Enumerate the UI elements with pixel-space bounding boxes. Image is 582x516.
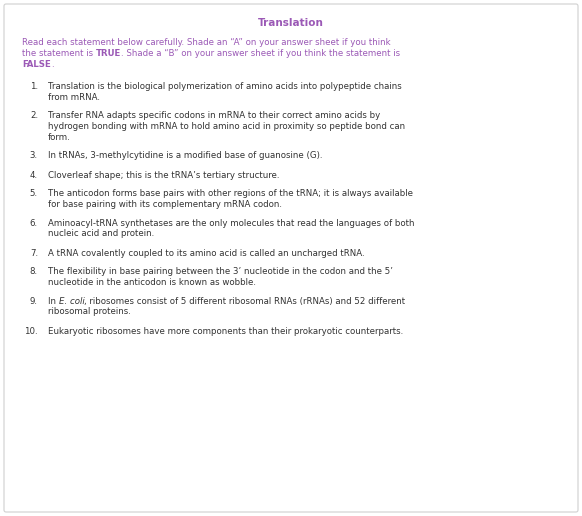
- Text: ribosomal proteins.: ribosomal proteins.: [48, 308, 131, 316]
- Text: Aminoacyl-tRNA synthetases are the only molecules that read the languages of bot: Aminoacyl-tRNA synthetases are the only …: [48, 219, 414, 228]
- Text: TRUE: TRUE: [96, 49, 121, 58]
- FancyBboxPatch shape: [4, 4, 578, 512]
- Text: , ribosomes consist of 5 different ribosomal RNAs (rRNAs) and 52 different: , ribosomes consist of 5 different ribos…: [84, 297, 406, 306]
- Text: Transfer RNA adapts specific codons in mRNA to their correct amino acids by: Transfer RNA adapts specific codons in m…: [48, 111, 380, 121]
- Text: 5.: 5.: [30, 189, 38, 199]
- Text: 7.: 7.: [30, 249, 38, 257]
- Text: The anticodon forms base pairs with other regions of the tRNA; it is always avai: The anticodon forms base pairs with othe…: [48, 189, 413, 199]
- Text: In tRNAs, 3-methylcytidine is a modified base of guanosine (G).: In tRNAs, 3-methylcytidine is a modified…: [48, 152, 322, 160]
- Text: form.: form.: [48, 133, 71, 141]
- Text: Read each statement below carefully. Shade an “A” on your answer sheet if you th: Read each statement below carefully. Sha…: [22, 38, 391, 47]
- Text: E. coli: E. coli: [59, 297, 84, 306]
- Text: In: In: [48, 297, 59, 306]
- Text: 1.: 1.: [30, 82, 38, 91]
- Text: .: .: [51, 60, 54, 69]
- Text: A tRNA covalently coupled to its amino acid is called an uncharged tRNA.: A tRNA covalently coupled to its amino a…: [48, 249, 365, 257]
- Text: 9.: 9.: [30, 297, 38, 306]
- Text: 6.: 6.: [30, 219, 38, 228]
- Text: Cloverleaf shape; this is the tRNA’s tertiary structure.: Cloverleaf shape; this is the tRNA’s ter…: [48, 170, 279, 180]
- Text: Translation: Translation: [258, 18, 324, 28]
- Text: 8.: 8.: [30, 267, 38, 277]
- Text: the statement is: the statement is: [22, 49, 96, 58]
- Text: 10.: 10.: [24, 327, 38, 335]
- Text: Translation is the biological polymerization of amino acids into polypeptide cha: Translation is the biological polymeriza…: [48, 82, 402, 91]
- Text: 4.: 4.: [30, 170, 38, 180]
- Text: 3.: 3.: [30, 152, 38, 160]
- Text: nucleotide in the anticodon is known as wobble.: nucleotide in the anticodon is known as …: [48, 278, 256, 287]
- Text: . Shade a “B” on your answer sheet if you think the statement is: . Shade a “B” on your answer sheet if yo…: [121, 49, 400, 58]
- Text: from mRNA.: from mRNA.: [48, 92, 100, 102]
- Text: hydrogen bonding with mRNA to hold amino acid in proximity so peptide bond can: hydrogen bonding with mRNA to hold amino…: [48, 122, 405, 131]
- Text: for base pairing with its complementary mRNA codon.: for base pairing with its complementary …: [48, 200, 282, 209]
- Text: nucleic acid and protein.: nucleic acid and protein.: [48, 230, 154, 238]
- Text: FALSE: FALSE: [22, 60, 51, 69]
- Text: Eukaryotic ribosomes have more components than their prokaryotic counterparts.: Eukaryotic ribosomes have more component…: [48, 327, 403, 335]
- Text: The flexibility in base pairing between the 3’ nucleotide in the codon and the 5: The flexibility in base pairing between …: [48, 267, 393, 277]
- Text: 2.: 2.: [30, 111, 38, 121]
